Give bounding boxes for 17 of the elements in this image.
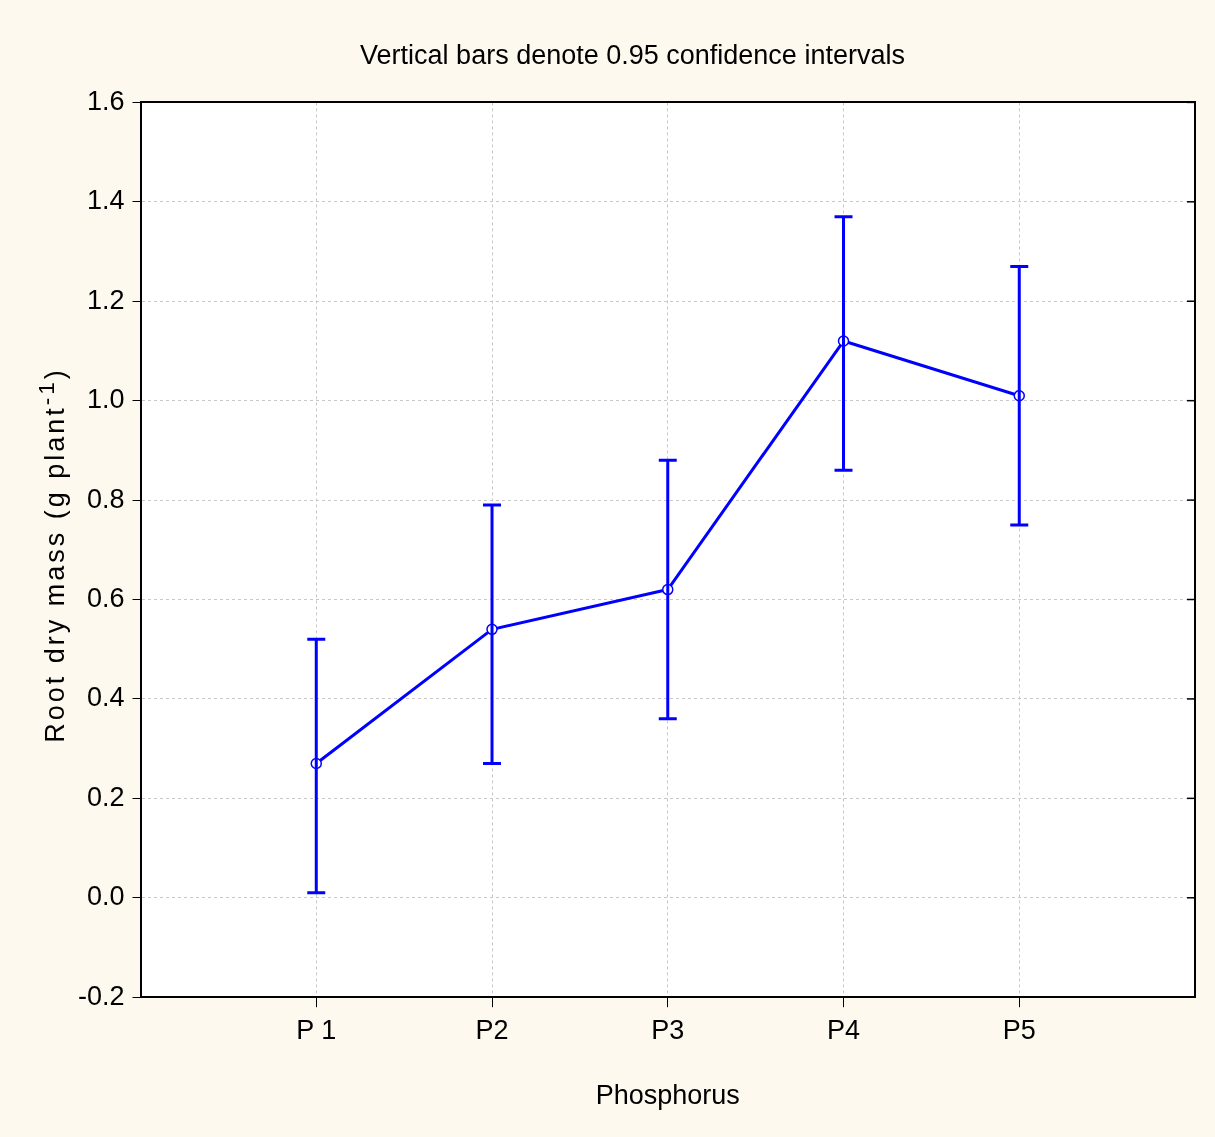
x-tick-label: P3: [651, 1014, 685, 1045]
x-axis-title: Phosphorus: [595, 1080, 740, 1111]
y-tick-label: -0.2: [77, 980, 125, 1011]
chart-title: Vertical bars denote 0.95 confidence intervals: [360, 39, 905, 70]
x-tick-label: P2: [475, 1014, 509, 1045]
x-tick-label: P5: [1002, 1014, 1036, 1045]
y-tick-label: 0.2: [86, 781, 125, 812]
y-tick-label: 0.4: [86, 682, 125, 713]
y-tick-label: 0.8: [86, 483, 125, 514]
x-tick-label: P 1: [296, 1014, 337, 1045]
y-tick-label: 0.0: [86, 881, 125, 912]
y-tick-label: 1.2: [86, 284, 125, 315]
y-tick-label: 1.4: [86, 185, 125, 216]
x-tick-label: P4: [826, 1014, 861, 1045]
y-tick-label: 0.6: [86, 582, 125, 613]
y-tick-label: 1.0: [86, 384, 125, 415]
y-tick-label: 1.6: [86, 85, 125, 116]
